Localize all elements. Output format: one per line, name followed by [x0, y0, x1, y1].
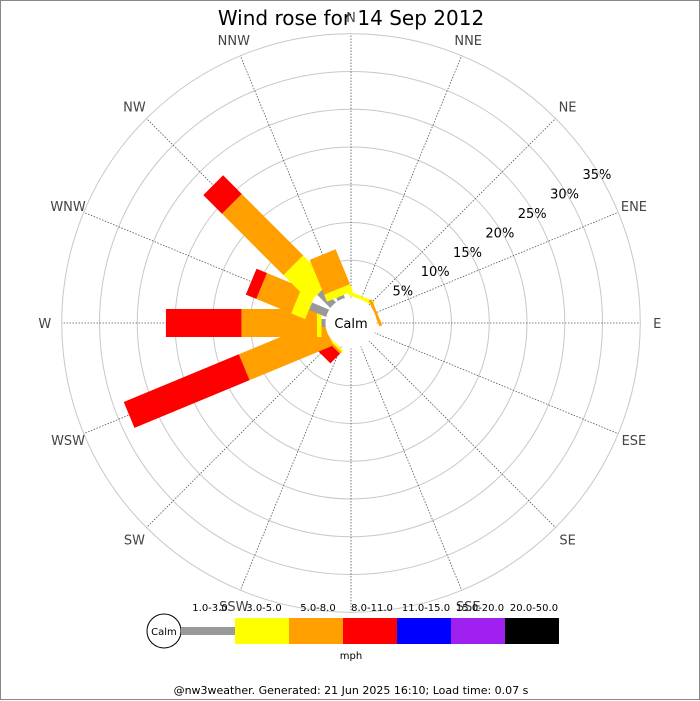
- direction-label-ESE: ESE: [622, 434, 647, 449]
- spoke-ENE: [373, 211, 619, 314]
- spoke-SSE: [360, 345, 463, 591]
- bar-NW-3.0-5.0: [283, 255, 330, 302]
- ring-label-15: 15%: [453, 246, 482, 261]
- direction-label-SSW: SSW: [219, 600, 249, 615]
- direction-label-N: N: [346, 11, 356, 26]
- legend-label-8.0-11.0: 8.0-11.0: [351, 603, 393, 614]
- footer-text: @nw3weather. Generated: 21 Jun 2025 16:1…: [173, 684, 529, 697]
- direction-label-NNE: NNE: [454, 34, 482, 49]
- legend-label-5.0-8.0: 5.0-8.0: [300, 603, 335, 614]
- spoke-SSW: [239, 345, 342, 591]
- direction-label-W: W: [38, 317, 51, 332]
- bar-NNW-5.0-8.0: [309, 249, 351, 295]
- bar-NNW-3.0-5.0: [324, 284, 353, 302]
- legend-swatch-11.0-15.0: [397, 618, 451, 644]
- direction-label-E: E: [653, 317, 661, 332]
- bar-NNE-3.0-5.0: [347, 291, 375, 306]
- direction-label-ENE: ENE: [621, 200, 647, 215]
- spoke-NNE: [360, 55, 463, 301]
- legend-unit-label: mph: [340, 651, 362, 662]
- legend-label-11.0-15.0: 11.0-15.0: [402, 603, 450, 614]
- legend-swatch-20.0-50.0: [505, 618, 559, 644]
- calm-label: Calm: [334, 317, 367, 332]
- bar-W-3.0-5.0: [316, 309, 322, 337]
- direction-label-WSW: WSW: [51, 434, 85, 449]
- legend-calm-label: Calm: [151, 627, 177, 638]
- legend-swatch-3.0-5.0: [235, 618, 289, 644]
- ring-label-25: 25%: [518, 207, 547, 222]
- legend-label-15.0-20.0: 15.0-20.0: [456, 603, 504, 614]
- spoke-NNW: [239, 55, 342, 301]
- legend-label-3.0-5.0: 3.0-5.0: [246, 603, 281, 614]
- ring-label-20: 20%: [485, 226, 514, 241]
- direction-label-SSE: SSE: [456, 600, 481, 615]
- legend-label-1.0-3.0: 1.0-3.0: [192, 603, 227, 614]
- direction-label-SW: SW: [124, 534, 145, 549]
- direction-label-WNW: WNW: [50, 200, 86, 215]
- direction-label-NE: NE: [559, 100, 577, 115]
- bar-W-8.0-11.0: [165, 309, 242, 337]
- bar-NW-5.0-8.0: [221, 193, 304, 276]
- ring-label-35: 35%: [582, 168, 611, 183]
- spoke-ESE: [373, 332, 619, 435]
- spoke-SE: [368, 340, 556, 528]
- legend-swatch-1.0-3.0: [181, 627, 235, 635]
- ring-label-30: 30%: [550, 187, 579, 202]
- bar-WNW-8.0-11.0: [245, 268, 267, 299]
- grid-ring-25: [136, 108, 566, 538]
- bar-WSW-8.0-11.0: [123, 354, 250, 428]
- spoke-SW: [146, 340, 334, 528]
- legend-swatch-5.0-8.0: [289, 618, 343, 644]
- bar-NW-8.0-11.0: [203, 175, 242, 214]
- bar-WNW-1.0-3.0: [308, 302, 332, 318]
- ring-label-10: 10%: [421, 265, 450, 280]
- legend-swatch-15.0-20.0: [451, 618, 505, 644]
- chart-title: Wind rose for 14 Sep 2012: [217, 6, 485, 30]
- spoke-NE: [368, 118, 556, 306]
- bar-WNW-5.0-8.0: [256, 273, 302, 314]
- legend-swatch-8.0-11.0: [343, 618, 397, 644]
- legend-label-20.0-50.0: 20.0-50.0: [510, 603, 558, 614]
- direction-label-SE: SE: [559, 534, 575, 549]
- bar-ENE-5.0-8.0: [368, 299, 383, 327]
- calm-circle: [325, 297, 377, 349]
- direction-label-NW: NW: [123, 100, 146, 115]
- ring-label-5: 5%: [392, 285, 413, 300]
- direction-label-NNW: NNW: [218, 34, 250, 49]
- spoke-WNW: [83, 211, 329, 314]
